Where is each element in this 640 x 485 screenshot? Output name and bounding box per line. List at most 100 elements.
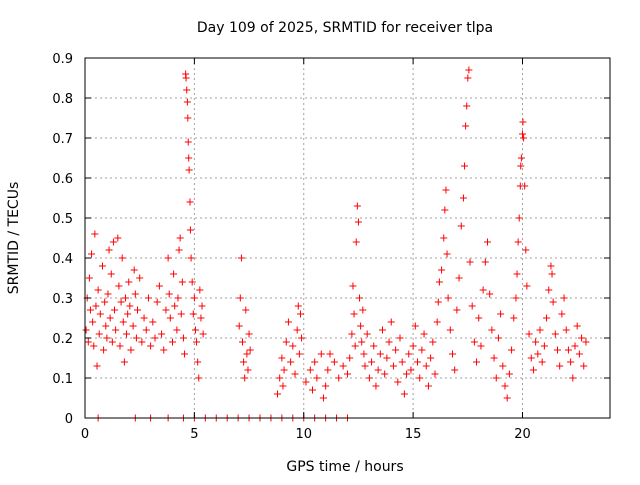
data-point: [166, 314, 174, 322]
data-point: [582, 338, 590, 346]
data-point: [543, 314, 551, 322]
data-point: [540, 342, 548, 350]
data-point: [440, 234, 448, 242]
data-point: [306, 366, 314, 374]
x-tick-label: 5: [190, 427, 198, 442]
data-point: [162, 306, 170, 314]
data-point: [396, 334, 404, 342]
data-point: [109, 238, 117, 246]
data-point: [115, 282, 123, 290]
data-point: [287, 358, 295, 366]
data-point: [170, 270, 178, 278]
data-point: [387, 318, 395, 326]
data-point: [418, 346, 426, 354]
data-point: [236, 294, 244, 302]
data-point: [551, 330, 559, 338]
x-tick-label: 10: [295, 427, 312, 442]
data-point: [494, 334, 502, 342]
data-point: [196, 286, 204, 294]
data-point: [96, 310, 104, 318]
data-point: [190, 294, 198, 302]
data-point: [510, 314, 518, 322]
data-point: [240, 358, 248, 366]
data-point: [151, 334, 159, 342]
data-point: [465, 66, 473, 74]
data-point: [174, 294, 182, 302]
data-point: [147, 342, 155, 350]
data-point: [464, 74, 472, 82]
data-point: [383, 354, 391, 362]
data-point: [186, 198, 194, 206]
data-point: [158, 330, 166, 338]
data-point: [520, 134, 528, 142]
data-point: [185, 166, 193, 174]
data-point: [433, 318, 441, 326]
data-point: [120, 358, 128, 366]
data-point: [573, 322, 581, 330]
data-point: [165, 290, 173, 298]
data-point: [99, 262, 106, 270]
data-point: [106, 314, 114, 322]
data-point: [82, 326, 90, 334]
data-point: [181, 350, 189, 358]
data-point: [276, 374, 284, 382]
data-point: [443, 250, 451, 258]
data-point: [368, 358, 376, 366]
data-point: [108, 338, 116, 346]
plot-area-frame: [84, 57, 611, 419]
data-point: [376, 350, 384, 358]
data-point: [199, 330, 207, 338]
data-point: [484, 238, 491, 246]
data-point: [403, 370, 411, 378]
data-point: [335, 374, 343, 382]
data-point: [444, 294, 452, 302]
data-point: [126, 302, 134, 310]
data-point: [241, 374, 249, 382]
data-point: [153, 298, 161, 306]
data-point: [293, 326, 301, 334]
y-tick-label: 0.4: [52, 252, 73, 267]
data-point: [294, 302, 302, 310]
data-point: [185, 154, 193, 162]
data-point: [142, 326, 150, 334]
data-point: [197, 314, 205, 322]
data-point: [242, 306, 250, 314]
y-tick-label: 0.7: [52, 132, 73, 147]
data-point: [198, 302, 206, 310]
data-point: [361, 362, 369, 370]
data-point: [434, 298, 442, 306]
data-point: [532, 338, 540, 346]
data-point: [359, 306, 367, 314]
data-point: [521, 182, 529, 190]
data-point: [497, 310, 505, 318]
data-point: [358, 338, 366, 346]
y-tick-label: 0.9: [52, 52, 73, 67]
data-point: [352, 238, 360, 246]
data-point: [282, 338, 290, 346]
data-point: [195, 374, 203, 382]
data-point: [280, 366, 288, 374]
data-point: [188, 278, 196, 286]
data-point: [449, 350, 456, 358]
data-point: [289, 342, 297, 350]
data-point: [547, 262, 555, 270]
data-point: [475, 314, 483, 322]
data-point: [569, 374, 577, 382]
data-point: [121, 294, 129, 302]
data-point: [94, 286, 102, 294]
data-point: [492, 374, 500, 382]
data-point: [295, 350, 303, 358]
data-point: [84, 338, 92, 346]
axis-ticks: 0 0.1 0.2 0.3 0.4 0.5 0.6 0.7 0.8 0.9 0 5 10 15 20: [52, 52, 610, 442]
data-point: [517, 154, 525, 162]
data-point: [363, 330, 371, 338]
data-point: [176, 234, 184, 242]
data-point: [370, 342, 378, 350]
data-point: [420, 330, 428, 338]
data-point: [322, 382, 330, 390]
data-point: [562, 326, 570, 334]
data-point: [558, 310, 566, 318]
data-point: [138, 338, 146, 346]
data-point: [523, 282, 531, 290]
data-point: [455, 274, 463, 282]
